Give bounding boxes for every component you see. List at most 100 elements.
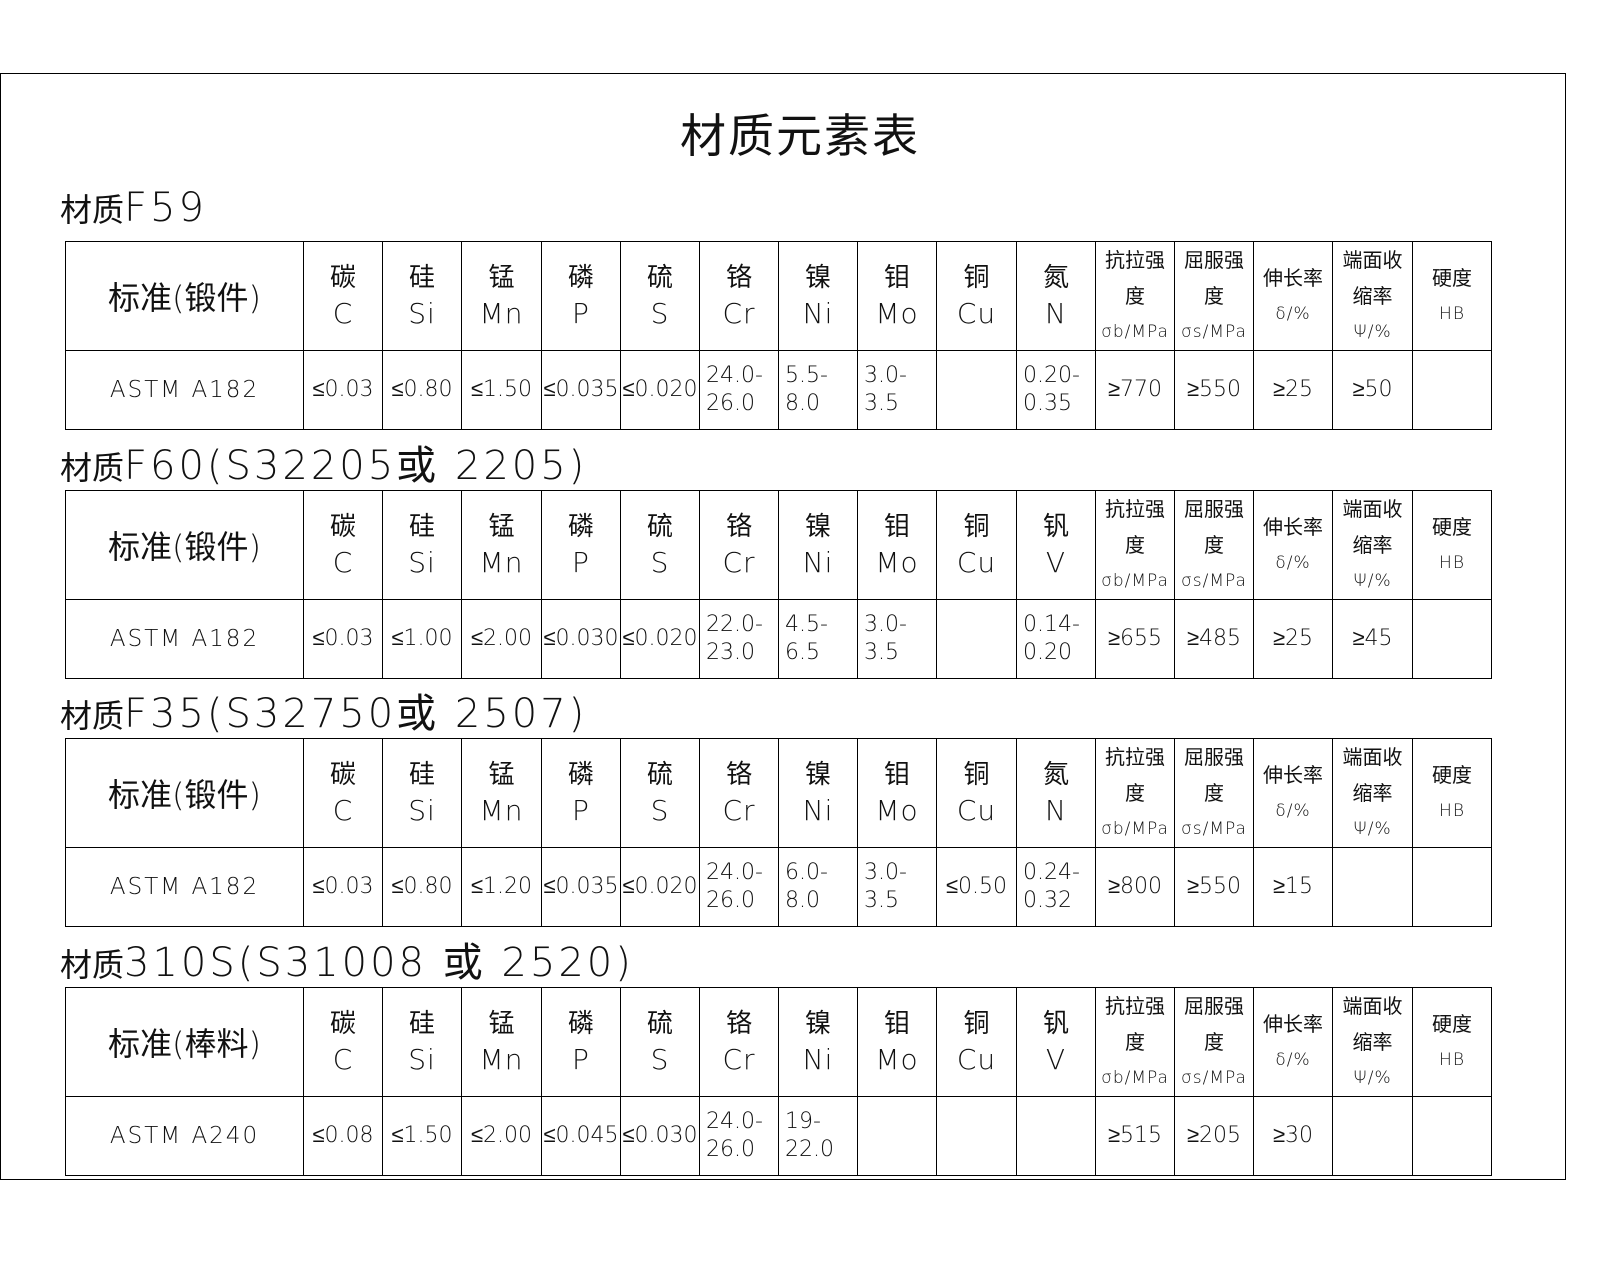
column-header: 镍 Ni [778,241,858,351]
value-cell: ≤0.045 [541,1096,621,1176]
page-title: 材质元素表 [680,109,920,163]
column-header: 铜 Cu [936,490,1017,600]
value-cell [1412,847,1492,927]
value-cell [936,350,1017,430]
column-header-symbol: Mn [479,297,524,330]
column-header-cn: 锰 [488,512,515,542]
value-cell: 0.24- 0.32 [1016,847,1096,927]
value-cell: ≤0.035 [541,847,621,927]
column-header-symbol: Si [408,1043,436,1076]
section-label-prefix: 材质 [60,946,125,984]
column-header-symbol: S [650,297,670,330]
column-header: 端面收缩率 Ψ/% [1332,987,1413,1097]
column-header-symbol: Si [408,794,436,827]
column-header-cn: 硅 [408,512,435,542]
column-header-cn: 碳 [329,512,356,542]
column-header: 镍 Ni [778,490,858,600]
column-header-symbol: σb/MPa [1101,819,1169,839]
column-header: 钼 Mo [857,987,937,1097]
column-header-cn: 锰 [488,760,515,790]
column-header-cn: 硫 [646,512,673,542]
column-header-cn: 端面收缩率 [1342,994,1403,1054]
column-header: 镍 Ni [778,987,858,1097]
value-cell: ≤1.20 [461,847,542,927]
column-header: 端面收缩率 Ψ/% [1332,738,1413,848]
value-cell [1332,1096,1413,1176]
value-cell: ≤0.020 [620,847,700,927]
column-header: 抗拉强度 σb/MPa [1095,987,1175,1097]
column-header-symbol: P [572,546,590,579]
standard-header: 标准(锻件) [65,241,304,351]
column-header: 锰 Mn [461,241,542,351]
column-header-symbol: HB [1439,801,1465,821]
column-header-cn: 碳 [329,1009,356,1039]
column-header-cn: 硅 [408,760,435,790]
column-header-symbol: C [332,546,354,579]
value-cell: ≥205 [1174,1096,1254,1176]
value-cell: ≤0.50 [936,847,1017,927]
column-header-symbol: HB [1439,553,1465,573]
column-header-cn: 铜 [963,760,990,790]
material-name: 310S(S31008 或 2520) [124,940,634,986]
value-cell: ≥45 [1332,599,1413,679]
column-header-cn: 抗拉强度 [1105,497,1165,557]
value-cell: ≤2.00 [461,1096,542,1176]
table-row: ASTM A182 ≤0.03 ≤0.80 ≤1.20 ≤0.035 ≤0.020 24.0… [65,847,1492,927]
column-header-symbol: Mn [479,794,524,827]
column-header: 抗拉强度 σb/MPa [1095,490,1175,600]
value-cell: 3.0- 3.5 [857,599,937,679]
value-cell: ≤0.03 [303,847,383,927]
column-header-cn: 抗拉强度 [1105,994,1165,1054]
section-label-prefix: 材质 [60,697,125,735]
value-cell: 0.14- 0.20 [1016,599,1096,679]
value-cell: ≤0.03 [303,350,383,430]
value-cell: ≤0.03 [303,599,383,679]
value-cell [1016,1096,1096,1176]
value-cell: ≥30 [1253,1096,1333,1176]
section-label: 材质310S(S31008 或 2520) [60,930,634,988]
column-header-cn: 钒 [1042,512,1069,542]
value-cell: ≥25 [1253,599,1333,679]
column-header-symbol: S [650,546,670,579]
column-header: 硅 Si [382,490,462,600]
material-name: F60(S32205或 2205) [124,443,588,489]
column-header-symbol: S [650,1043,670,1076]
column-header-cn: 伸长率 [1263,515,1323,539]
value-cell: ≤0.030 [620,1096,700,1176]
value-cell [1412,350,1492,430]
value-cell: ≤1.00 [382,599,462,679]
column-header-symbol: Cu [956,794,997,827]
value-cell: ≤0.035 [541,350,621,430]
column-header-symbol: S [650,794,670,827]
column-header-cn: 硫 [646,263,673,293]
column-header-symbol: Cu [956,297,997,330]
column-header-symbol: Mn [479,546,524,579]
column-header-cn: 碳 [329,760,356,790]
standard-header: 标准(棒料) [65,987,304,1097]
column-header: 硬度 HB [1412,987,1492,1097]
value-cell: ≤2.00 [461,599,542,679]
value-cell [936,599,1017,679]
drawing-frame [0,73,1566,1180]
column-header: 端面收缩率 Ψ/% [1332,490,1413,600]
value-cell: 3.0- 3.5 [857,350,937,430]
column-header: 铬 Cr [699,987,779,1097]
column-header-cn: 锰 [488,263,515,293]
column-header-symbol: δ/% [1275,801,1311,821]
value-cell: 24.0- 26.0 [699,847,779,927]
column-header-symbol: V [1045,1043,1067,1076]
material-name: F35(S32750或 2507) [124,691,588,737]
column-header-cn: 铜 [963,512,990,542]
column-header: 伸长率 δ/% [1253,987,1333,1097]
value-cell: ≥550 [1174,847,1254,927]
material-table: 标准(锻件) 碳 C 硅 Si 锰 Mn 磷 P 硫 S 铬 Cr 镍 Ni 钼 Mo 铜 Cu 钒 V 抗拉强度 σb/M… [65,490,1492,679]
column-header-cn: 抗拉强度 [1105,248,1165,308]
value-cell [857,1096,937,1176]
column-header-symbol: HB [1439,1050,1465,1070]
column-header-symbol: σb/MPa [1101,322,1169,342]
material-name: F59 [124,185,207,231]
